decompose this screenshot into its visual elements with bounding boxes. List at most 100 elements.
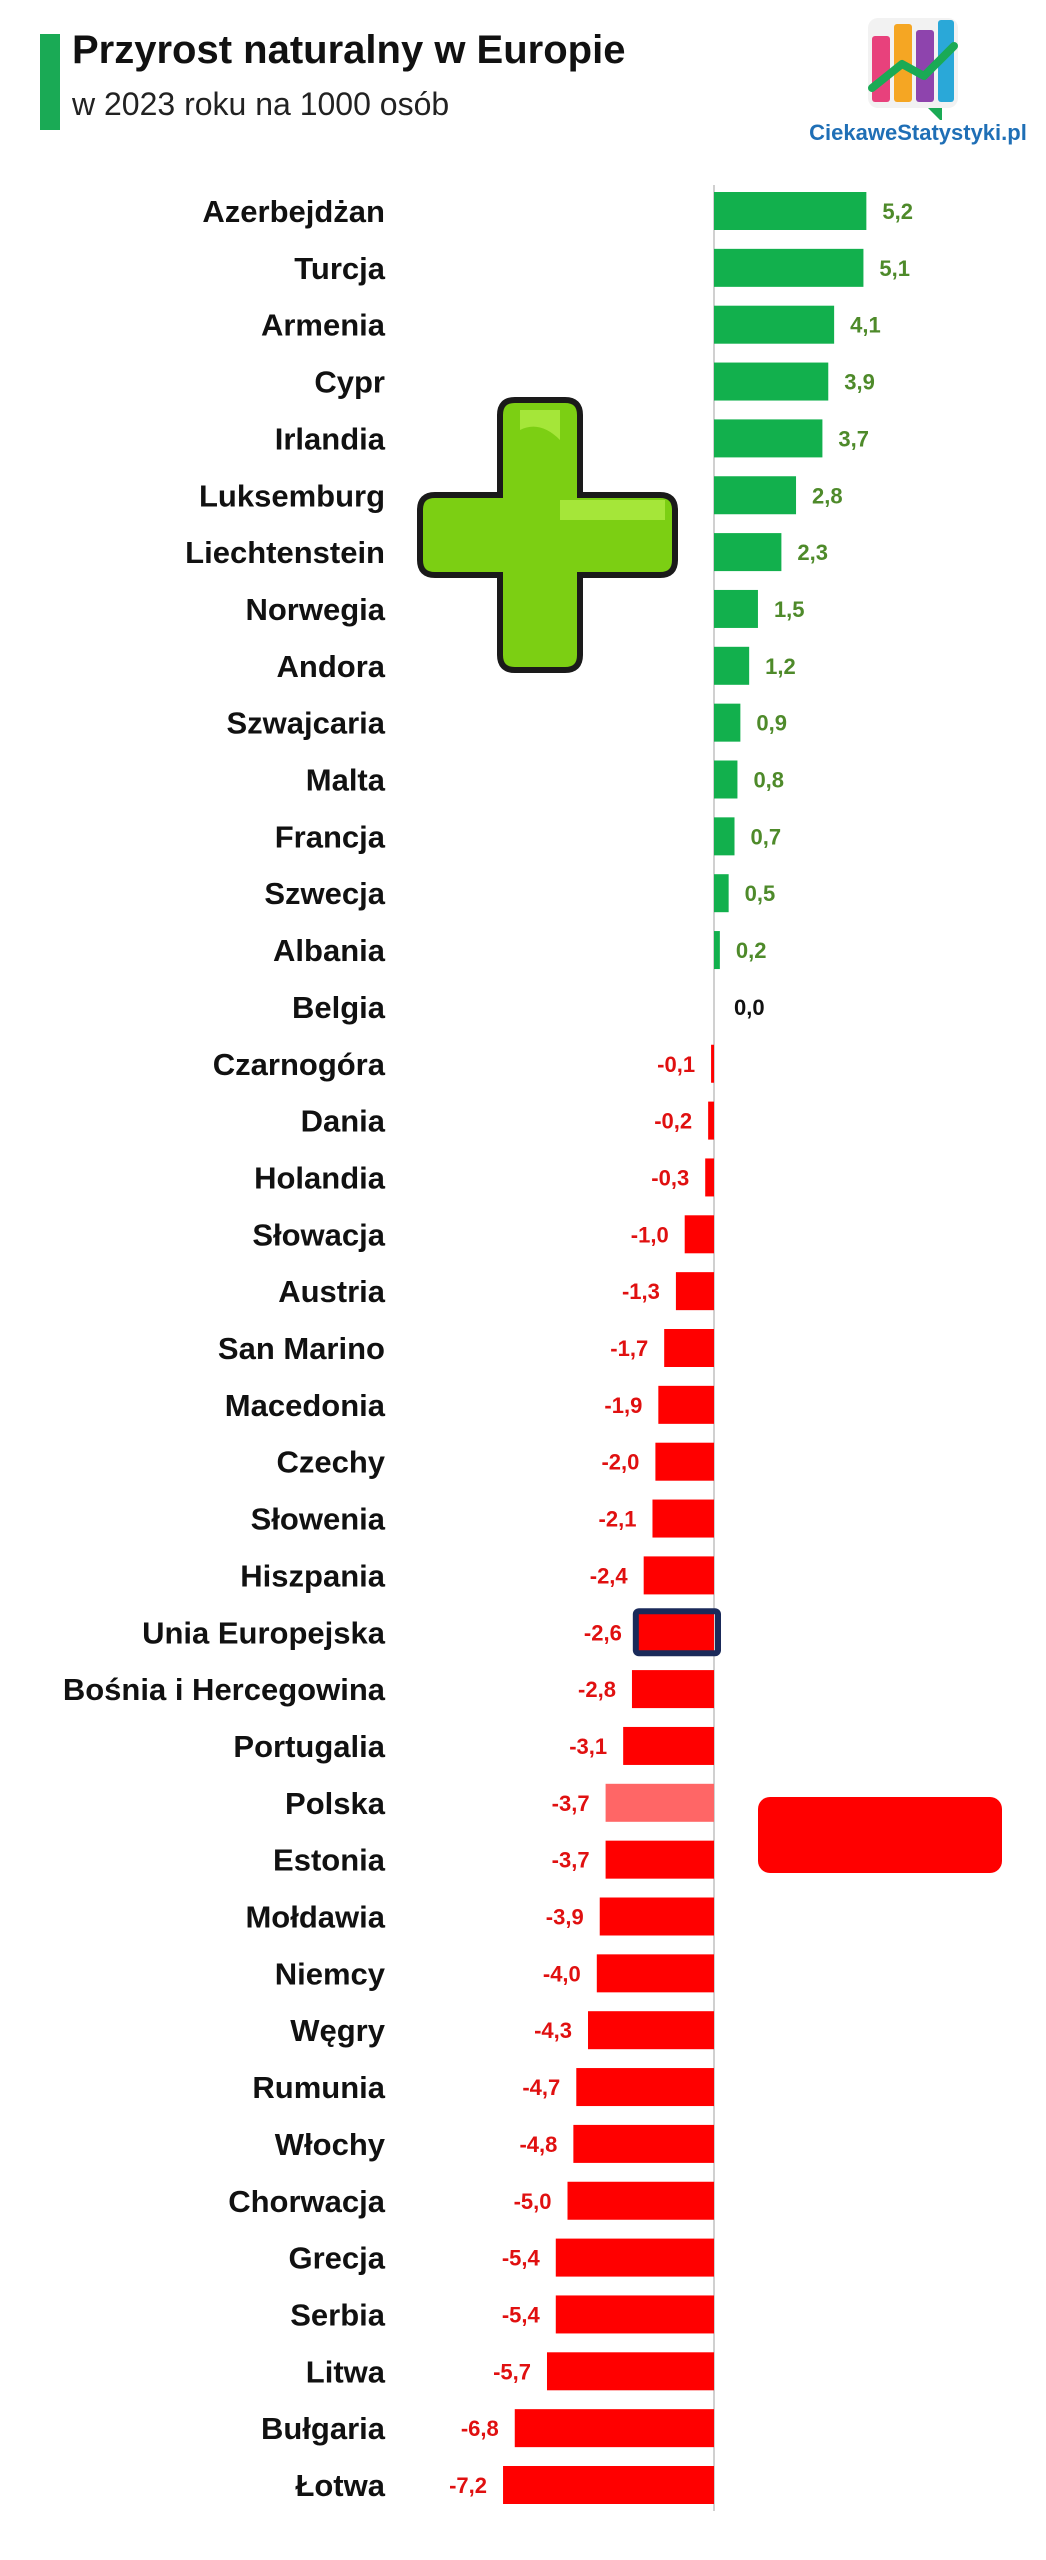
category-label-serbia: Serbia xyxy=(290,2297,386,2332)
bar-holandia xyxy=(705,1158,714,1197)
category-label-holandia: Holandia xyxy=(254,1160,386,1195)
bar-turcja xyxy=(714,248,864,287)
category-label-albania: Albania xyxy=(273,933,386,968)
category-label-rumunia: Rumunia xyxy=(252,2070,385,2105)
value-label-lotwa: -7,2 xyxy=(449,2473,487,2498)
bar-bulgaria xyxy=(514,2409,714,2448)
category-label-wegry: Węgry xyxy=(290,2013,386,2048)
value-label-albania: 0,2 xyxy=(736,938,767,963)
value-label-holandia: -0,3 xyxy=(651,1165,689,1190)
bar-grecja xyxy=(555,2238,714,2277)
bar-norwegia xyxy=(714,589,758,628)
category-label-armenia: Armenia xyxy=(261,308,386,343)
value-label-chorwacja: -5,0 xyxy=(514,2189,552,2214)
category-label-czechy: Czechy xyxy=(276,1445,385,1480)
bar-szwajcaria xyxy=(714,703,741,742)
bar-armenia xyxy=(714,305,835,344)
bar-macedonia xyxy=(658,1385,714,1424)
bar-liechtenstein xyxy=(714,533,782,572)
bar-hiszpania xyxy=(643,1556,714,1595)
category-label-slowenia: Słowenia xyxy=(251,1502,386,1537)
category-label-niemcy: Niemcy xyxy=(275,1956,386,1991)
category-label-szwecja: Szwecja xyxy=(264,876,385,911)
category-label-cypr: Cypr xyxy=(314,365,385,400)
value-label-macedonia: -1,9 xyxy=(604,1393,642,1418)
category-label-slowacja: Słowacja xyxy=(252,1217,385,1252)
value-label-san-marino: -1,7 xyxy=(610,1336,648,1361)
category-label-hiszpania: Hiszpania xyxy=(240,1558,385,1593)
value-label-wlochy: -4,8 xyxy=(519,2132,557,2157)
value-label-norwegia: 1,5 xyxy=(774,597,805,622)
value-label-bosnia-i-hercegowina: -2,8 xyxy=(578,1677,616,1702)
bar-slowenia xyxy=(652,1499,714,1538)
logo-text: CiekaweStatystyki.pl xyxy=(809,120,1027,145)
category-label-czarnogora: Czarnogóra xyxy=(213,1047,386,1082)
value-label-czechy: -2,0 xyxy=(601,1450,639,1475)
bar-irlandia xyxy=(714,419,823,458)
value-label-armenia: 4,1 xyxy=(850,313,881,338)
value-label-belgia: 0,0 xyxy=(734,995,765,1020)
bar-estonia xyxy=(605,1840,714,1879)
value-label-niemcy: -4,0 xyxy=(543,1961,581,1986)
category-label-moldawia: Mołdawia xyxy=(245,1900,385,1935)
title-accent-bar xyxy=(40,34,60,130)
value-label-wegry: -4,3 xyxy=(534,2018,572,2043)
bar-austria xyxy=(675,1272,714,1311)
bar-chart-logo-icon xyxy=(868,18,958,122)
bar-moldawia xyxy=(599,1897,714,1936)
value-label-austria: -1,3 xyxy=(622,1279,660,1304)
category-label-belgia: Belgia xyxy=(292,990,386,1025)
bar-czarnogora xyxy=(711,1044,714,1083)
bar-slowacja xyxy=(684,1215,714,1254)
category-label-azerbejdzan: Azerbejdżan xyxy=(202,194,385,229)
category-label-bosnia-i-hercegowina: Bośnia i Hercegowina xyxy=(63,1672,386,1707)
category-label-andora: Andora xyxy=(277,649,386,684)
bar-szwecja xyxy=(714,874,729,913)
bar-chorwacja xyxy=(567,2181,714,2220)
value-label-szwajcaria: 0,9 xyxy=(756,711,787,736)
category-label-grecja: Grecja xyxy=(288,2241,385,2276)
category-label-luksemburg: Luksemburg xyxy=(199,478,385,513)
category-label-malta: Malta xyxy=(306,763,386,798)
category-label-chorwacja: Chorwacja xyxy=(228,2184,386,2219)
category-label-szwajcaria: Szwajcaria xyxy=(226,706,385,741)
green-plus-icon xyxy=(417,397,678,673)
bar-azerbejdzan xyxy=(714,192,867,230)
category-label-portugalia: Portugalia xyxy=(233,1729,385,1764)
value-label-azerbejdzan: 5,2 xyxy=(882,199,913,224)
value-label-szwecja: 0,5 xyxy=(745,881,776,906)
bar-lotwa xyxy=(503,2466,714,2504)
category-label-litwa: Litwa xyxy=(306,2354,386,2389)
red-minus-icon xyxy=(758,1797,1002,1873)
value-label-hiszpania: -2,4 xyxy=(590,1563,629,1588)
chart-subtitle: w 2023 roku na 1000 osób xyxy=(72,86,450,122)
bar-malta xyxy=(714,760,738,799)
category-label-francja: Francja xyxy=(275,819,386,854)
category-label-macedonia: Macedonia xyxy=(225,1388,386,1423)
category-label-turcja: Turcja xyxy=(294,251,385,286)
value-label-turcja: 5,1 xyxy=(879,256,910,281)
category-label-wlochy: Włochy xyxy=(275,2127,386,2162)
value-label-dania: -0,2 xyxy=(654,1109,692,1134)
value-label-francja: 0,7 xyxy=(751,824,782,849)
value-label-polska: -3,7 xyxy=(552,1791,590,1816)
logo: CiekaweStatystyki.pl xyxy=(800,14,1036,164)
chart-title: Przyrost naturalny w Europie xyxy=(72,28,626,72)
bar-francja xyxy=(714,817,735,856)
bar-wegry xyxy=(588,2011,714,2050)
bar-albania xyxy=(714,931,720,970)
bar-litwa xyxy=(546,2352,714,2391)
category-label-norwegia: Norwegia xyxy=(245,592,385,627)
bar-wlochy xyxy=(573,2124,714,2163)
category-label-lotwa: Łotwa xyxy=(295,2468,385,2503)
bar-niemcy xyxy=(596,1954,714,1993)
category-label-dania: Dania xyxy=(301,1104,386,1139)
category-label-liechtenstein: Liechtenstein xyxy=(185,535,385,570)
bar-serbia xyxy=(555,2295,714,2334)
value-label-unia-europejska: -2,6 xyxy=(584,1620,622,1645)
category-label-austria: Austria xyxy=(278,1274,386,1309)
bar-polska xyxy=(605,1783,714,1822)
value-label-portugalia: -3,1 xyxy=(569,1734,607,1759)
category-label-unia-europejska: Unia Europejska xyxy=(142,1615,386,1650)
